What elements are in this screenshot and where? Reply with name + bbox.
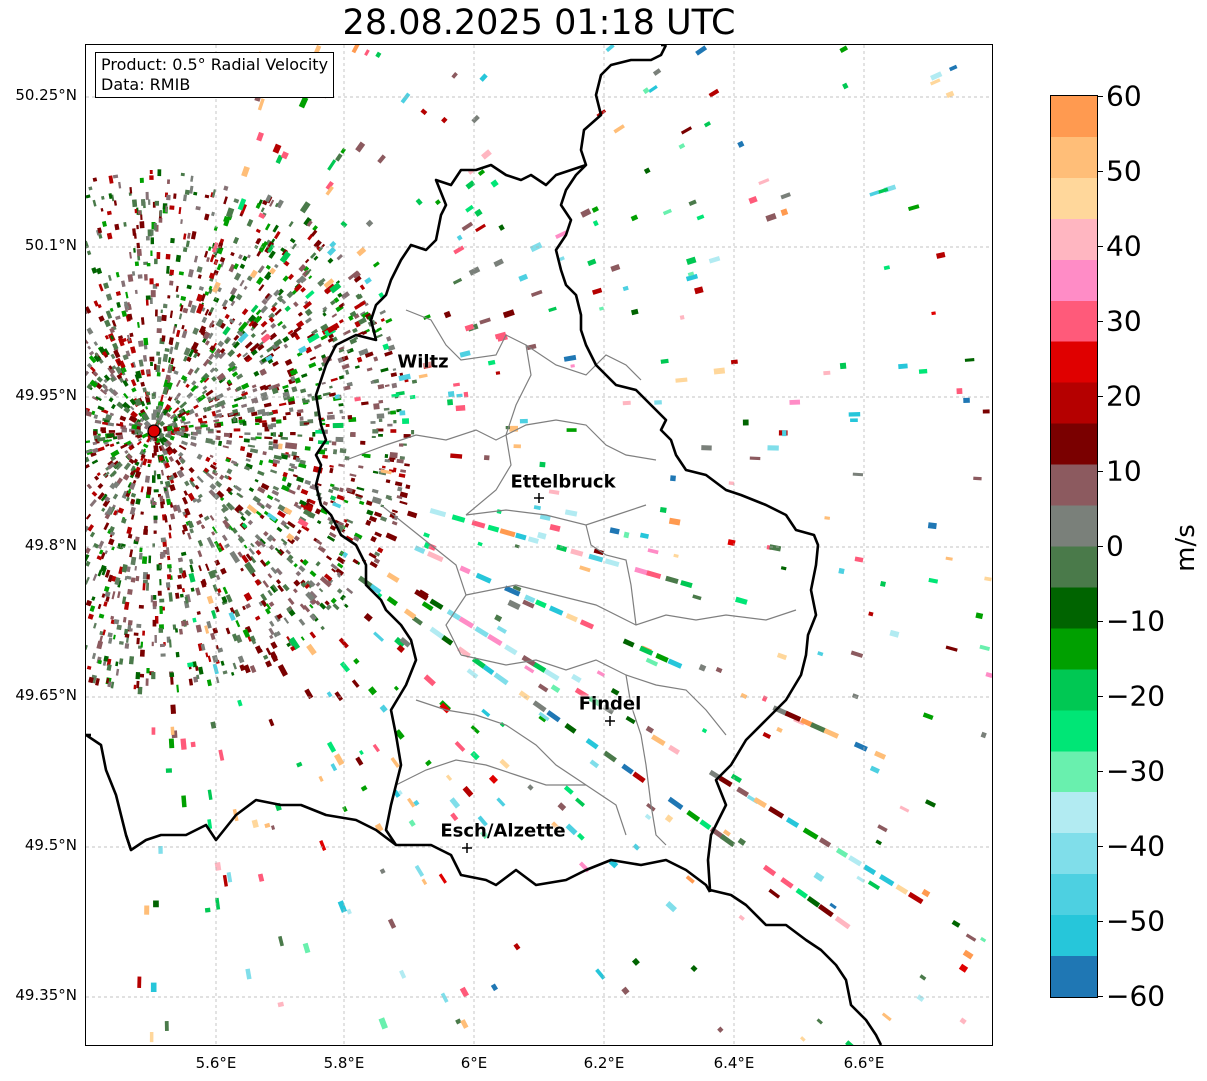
colorbar-tick-mark: [1097, 696, 1103, 697]
colorbar-tick-label: −30: [1106, 754, 1166, 788]
product-label: Product: 0.5° Radial Velocity: [101, 55, 329, 74]
colorbar-tick-label: 10: [1106, 454, 1142, 488]
city-label-wiltz: Wiltz: [397, 351, 449, 373]
lon-label: 5.6°E: [195, 1054, 237, 1072]
colorbar-unit-label: m/s: [1171, 524, 1201, 572]
colorbar: [1050, 95, 1098, 998]
radar-site: [147, 424, 161, 438]
lat-label: 49.65°N: [15, 686, 77, 704]
lat-label: 50.1°N: [24, 236, 77, 254]
map-canvas: [86, 45, 992, 1045]
lat-label: 49.35°N: [15, 986, 77, 1004]
city-label-ettelbruck: Ettelbruck: [510, 471, 616, 493]
colorbar-tick-label: 30: [1106, 304, 1142, 338]
map-area[interactable]: Wiltz Ettelbruck Findel Esch/Alzette: [86, 45, 992, 1045]
colorbar-tick-label: −10: [1106, 604, 1166, 638]
colorbar-tick-label: 60: [1106, 79, 1142, 113]
lon-label: 6°E: [460, 1054, 488, 1072]
canton-borders: [345, 309, 797, 846]
colorbar-tick-label: −20: [1106, 679, 1166, 713]
info-box: Product: 0.5° Radial Velocity Data: RMIB: [95, 52, 335, 98]
colorbar-tick-mark: [1097, 846, 1103, 847]
city-label-esch-alzette: Esch/Alzette: [440, 820, 566, 842]
lat-label: 49.8°N: [24, 536, 77, 554]
lon-label: 5.8°E: [323, 1054, 365, 1072]
colorbar-tick-mark: [1097, 921, 1103, 922]
colorbar-tick-mark: [1097, 471, 1103, 472]
colorbar-tick-mark: [1097, 321, 1103, 322]
country-borders: [86, 45, 883, 1045]
colorbar-tick-mark: [1097, 621, 1103, 622]
colorbar-tick-label: 50: [1106, 154, 1142, 188]
velocity-echo-layer: [86, 45, 992, 1045]
lon-label: 6.6°E: [843, 1054, 885, 1072]
colorbar-tick-label: 0: [1106, 529, 1124, 563]
lon-label: 6.2°E: [583, 1054, 625, 1072]
radar-location-marker: [147, 424, 161, 438]
colorbar-tick-label: −60: [1106, 979, 1166, 1013]
data-source-label: Data: RMIB: [101, 75, 191, 94]
lat-label: 50.25°N: [15, 86, 77, 104]
lon-label: 6.4°E: [713, 1054, 755, 1072]
gridlines: [86, 45, 992, 1045]
colorbar-tick-label: −40: [1106, 829, 1166, 863]
colorbar-tick-mark: [1097, 396, 1103, 397]
colorbar-tick-label: 20: [1106, 379, 1142, 413]
colorbar-tick-mark: [1097, 96, 1103, 97]
city-label-findel: Findel: [578, 693, 642, 715]
lat-label: 49.5°N: [24, 836, 77, 854]
colorbar-tick-mark: [1097, 546, 1103, 547]
lat-label: 49.95°N: [15, 386, 77, 404]
colorbar-tick-mark: [1097, 246, 1103, 247]
map-title: 28.08.2025 01:18 UTC: [342, 3, 736, 43]
colorbar-tick-mark: [1097, 171, 1103, 172]
city-markers: [462, 493, 615, 853]
colorbar-tick-label: −50: [1106, 904, 1166, 938]
colorbar-tick-label: 40: [1106, 229, 1142, 263]
colorbar-tick-mark: [1097, 996, 1103, 997]
colorbar-tick-mark: [1097, 771, 1103, 772]
